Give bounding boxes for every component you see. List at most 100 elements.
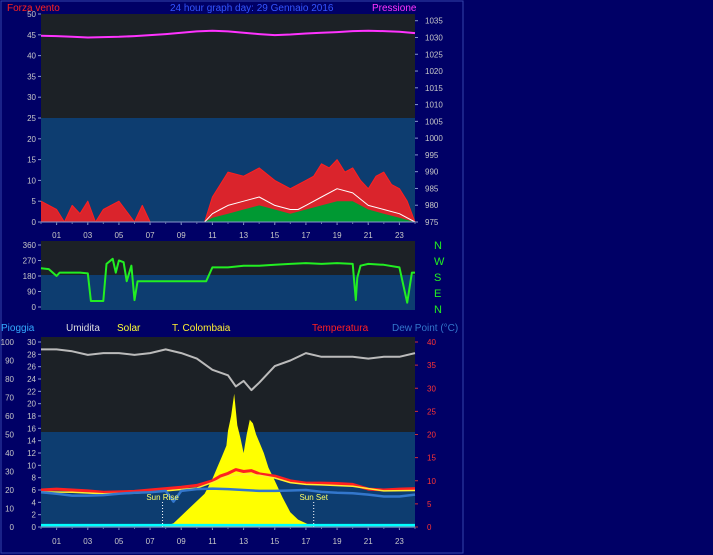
x-tick-label: 09 [177, 537, 186, 546]
compass-labels: N W S E N [434, 240, 445, 316]
y-tick-label-left: 35 [27, 72, 36, 81]
y-tick-label-left2: 4 [32, 498, 37, 507]
x-tick-label: 19 [333, 537, 342, 546]
panel3-bg-top [41, 337, 415, 432]
y-tick-label-right: 975 [425, 218, 439, 227]
y-tick-label-left: 80 [5, 375, 14, 384]
series-solar-area [41, 393, 415, 527]
series-humidity-line [41, 348, 416, 392]
y-tick-label-left: 5 [32, 197, 37, 206]
x-tick-label: 17 [301, 537, 310, 546]
outer-frame [0, 0, 464, 554]
y-tick-label-right: 1005 [425, 117, 443, 126]
y-tick-label-left: 60 [5, 412, 14, 421]
x-tick-label: 07 [146, 231, 155, 240]
series-wind-direction [40, 257, 415, 304]
y-tick-label-left2: 14 [27, 437, 36, 446]
y-tick-label-left2: 30 [27, 338, 36, 347]
y-tick-label-left: 30 [27, 93, 36, 102]
y-tick-label-left: 50 [27, 10, 36, 19]
y-tick-label: 90 [27, 288, 36, 297]
y-tick-label-left: 40 [5, 449, 14, 458]
x-tick-label: 05 [114, 537, 123, 546]
y-tick-label-right: 1015 [425, 84, 443, 93]
y-tick-label-left: 20 [5, 486, 14, 495]
y-tick-label-left2: 22 [27, 387, 36, 396]
y-tick-label-left: 10 [5, 505, 14, 514]
compass-label: S [434, 272, 441, 284]
y-tick-label-left: 20 [27, 135, 36, 144]
y-tick-label-right: 0 [427, 523, 432, 532]
series-dewpoint-line [40, 487, 416, 503]
x-tick-label: 17 [301, 231, 310, 240]
y-tick-label-left: 45 [27, 31, 36, 40]
chart-title: 24 hour graph day: 29 Gennaio 2016 [170, 3, 334, 14]
x-tick-label: 11 [208, 537, 217, 546]
legend-dewpoint: Dew Point (°C) [392, 323, 458, 334]
y-tick-label-right: 25 [427, 407, 436, 416]
x-tick-label: 03 [83, 537, 92, 546]
legend-temperatura: Temperatura [312, 323, 369, 334]
panel-wind-pressure: 0510152025303540455097598098599099510001… [27, 10, 443, 240]
y-tick-label-left2: 6 [32, 486, 37, 495]
legend-umidita: Umidita [66, 323, 100, 334]
legend-colombaia: T. Colombaia [172, 323, 231, 334]
series-avg-wind-area [41, 201, 415, 222]
y-tick-label-left: 0 [32, 218, 37, 227]
x-tick-label: 01 [52, 537, 61, 546]
x-tick-label: 09 [177, 231, 186, 240]
y-tick-label-left2: 28 [27, 350, 36, 359]
lower-legend: Pioggia Umidita Solar T. Colombaia Tempe… [1, 323, 458, 334]
y-tick-label-right: 985 [425, 184, 439, 193]
y-tick-label: 180 [23, 272, 37, 281]
y-tick-label-left: 90 [5, 357, 14, 366]
x-tick-label: 13 [239, 537, 248, 546]
x-tick-label: 15 [270, 537, 279, 546]
y-tick-label-right: 1000 [425, 134, 443, 143]
y-tick-label: 0 [32, 303, 37, 312]
y-tick-label-right: 15 [427, 454, 436, 463]
y-tick-label: 360 [23, 241, 37, 250]
y-tick-label-left2: 20 [27, 400, 36, 409]
y-tick-label-right: 20 [427, 431, 436, 440]
y-tick-label-right: 995 [425, 151, 439, 160]
y-tick-label-left2: 2 [32, 511, 37, 520]
y-tick-label-left2: 8 [32, 474, 37, 483]
x-tick-label: 07 [146, 537, 155, 546]
x-tick-label: 01 [52, 231, 61, 240]
pressure-label: Pressione [372, 3, 417, 14]
compass-label: N [434, 240, 442, 252]
panel1-bg-top [41, 14, 415, 118]
y-tick-label-left: 10 [27, 176, 36, 185]
y-tick-label-right: 990 [425, 168, 439, 177]
y-tick-label: 270 [23, 257, 37, 266]
y-tick-label-left2: 16 [27, 424, 36, 433]
panel-temp-humidity-solar: 0102030405060708090100024681012141618202… [1, 338, 437, 546]
y-tick-label-left2: 24 [27, 375, 36, 384]
y-tick-label-left2: 26 [27, 363, 36, 372]
x-tick-label: 11 [208, 231, 217, 240]
y-tick-label-right: 1020 [425, 67, 443, 76]
x-tick-label: 21 [364, 231, 373, 240]
y-tick-label-left: 0 [10, 523, 15, 532]
legend-pioggia: Pioggia [1, 323, 35, 334]
y-tick-label-left: 15 [27, 156, 36, 165]
y-tick-label-left: 50 [5, 431, 14, 440]
y-tick-label-right: 1030 [425, 33, 443, 42]
y-tick-label-left: 100 [1, 338, 15, 347]
y-tick-label-left: 70 [5, 394, 14, 403]
y-tick-label-left2: 10 [27, 461, 36, 470]
compass-label: E [434, 288, 441, 300]
y-tick-label-left2: 18 [27, 412, 36, 421]
y-tick-label-right: 1025 [425, 50, 443, 59]
y-tick-label-right: 30 [427, 384, 436, 393]
y-tick-label-left: 25 [27, 114, 36, 123]
x-tick-label: 05 [114, 231, 123, 240]
annotation-label: Sun Set [299, 493, 328, 502]
y-tick-label-right: 1035 [425, 17, 443, 26]
series-pressure-line [40, 29, 416, 39]
y-tick-label-right: 35 [427, 361, 436, 370]
x-tick-label: 23 [395, 537, 404, 546]
wind-label: Forza vento [7, 3, 60, 14]
